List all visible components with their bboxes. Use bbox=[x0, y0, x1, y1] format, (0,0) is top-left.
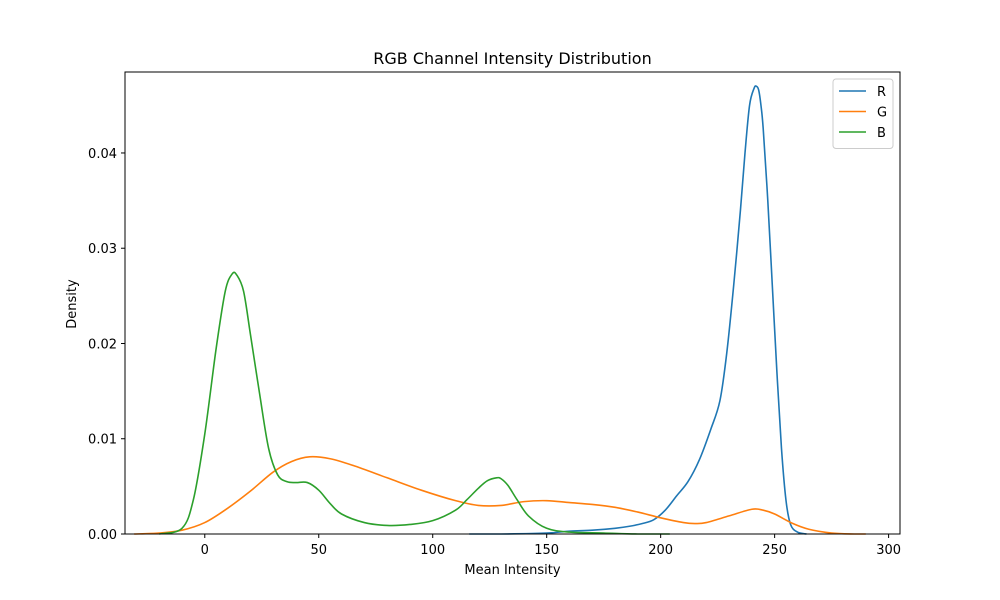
chart-title: RGB Channel Intensity Distribution bbox=[373, 49, 651, 68]
x-tick-label: 0 bbox=[201, 543, 209, 558]
y-tick-label: 0.02 bbox=[88, 337, 117, 352]
legend-box bbox=[832, 78, 894, 149]
series-line-r bbox=[469, 85, 807, 535]
series-layer bbox=[134, 85, 866, 535]
x-tick-label: 50 bbox=[310, 543, 327, 558]
legend: RGB bbox=[832, 78, 894, 149]
y-tick-label: 0.00 bbox=[88, 528, 117, 543]
x-axis-label: Mean Intensity bbox=[464, 563, 560, 578]
x-tick-label: 250 bbox=[762, 543, 787, 558]
y-tick-label: 0.03 bbox=[88, 242, 117, 257]
x-tick-label: 100 bbox=[420, 543, 445, 558]
x-tick-label: 200 bbox=[648, 543, 673, 558]
plot-frame bbox=[124, 71, 901, 535]
series-line-b bbox=[158, 271, 670, 535]
y-axis-label: Density bbox=[65, 279, 80, 329]
x-tick-label: 300 bbox=[876, 543, 901, 558]
y-tick-label: 0.04 bbox=[88, 147, 117, 162]
legend-label-r: R bbox=[877, 85, 886, 100]
legend-label-b: B bbox=[877, 126, 886, 141]
legend-label-g: G bbox=[877, 106, 887, 121]
x-tick-label: 150 bbox=[534, 543, 559, 558]
series-line-g bbox=[134, 455, 866, 535]
ticks-layer: 0 50 100 150 200 250 300 0.00 0.01 0.02 0.03 0.04 bbox=[88, 147, 901, 558]
y-tick-label: 0.01 bbox=[88, 433, 117, 448]
